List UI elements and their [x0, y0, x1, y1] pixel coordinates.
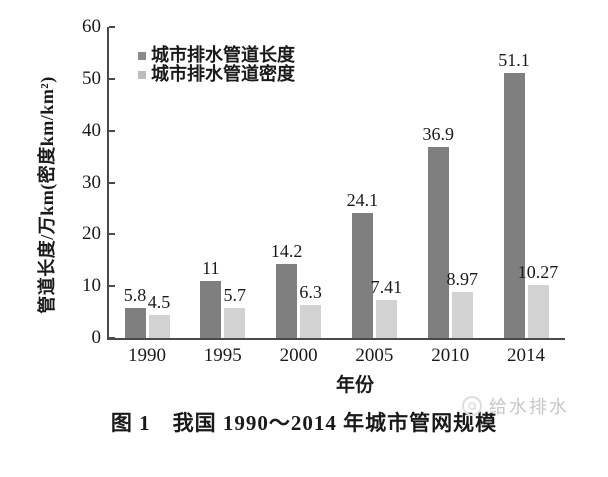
- legend-swatch-density: [138, 70, 146, 79]
- x-tick-label-2010: 2010: [431, 345, 470, 366]
- bar-value-label-length-2000: 14.2: [270, 241, 303, 262]
- legend-swatch-length: [138, 51, 146, 60]
- bar-value-label-length-1995: 11: [202, 257, 220, 278]
- y-tick-60: [109, 26, 115, 28]
- watermark-logo-icon: [462, 396, 482, 416]
- y-tick-label-40: 40: [82, 119, 101, 141]
- legend: 城市排水管道长度 城市排水管道密度: [138, 46, 295, 84]
- x-axis-line: [107, 338, 565, 340]
- bar-value-label-density-2005: 7.41: [370, 276, 403, 297]
- bar-density-2014: [527, 284, 549, 338]
- y-tick-label-0: 0: [91, 327, 102, 348]
- bar-value-label-length-2005: 24.1: [346, 190, 379, 211]
- y-tick-40: [109, 129, 115, 132]
- y-tick-label-30: 30: [82, 171, 101, 193]
- bar-density-2000: [300, 305, 322, 338]
- bar-value-label-density-1990: 4.5: [147, 291, 171, 312]
- legend-item-length: 城市排水管道长度: [138, 46, 295, 65]
- y-tick-50: [109, 77, 115, 80]
- x-axis-title: 年份: [315, 370, 395, 397]
- x-tick-label-2000: 2000: [279, 345, 318, 366]
- x-tick-label-1990: 1990: [128, 345, 166, 366]
- x-axis-title-text: 年份: [335, 375, 374, 396]
- watermark-text: 给水排水: [489, 397, 569, 417]
- watermark: 给水排水: [462, 393, 569, 419]
- bar-density-2005: [375, 299, 397, 338]
- bar-value-label-density-2010: 8.97: [446, 268, 478, 289]
- bar-length-1995: [200, 280, 222, 338]
- y-tick-30: [109, 181, 115, 184]
- bar-value-label-density-2014: 10.27: [517, 261, 559, 282]
- bar-length-2014: [503, 73, 525, 338]
- figure-caption-text: 图 1 我国 1990～2014 年城市管网规模: [110, 411, 498, 435]
- bar-density-1990: [148, 314, 170, 338]
- bar-value-label-length-2014: 51.1: [498, 50, 530, 71]
- y-tick-label-50: 50: [82, 67, 101, 89]
- bar-length-2010: [427, 146, 449, 338]
- bar-value-label-length-1990: 5.8: [123, 284, 147, 305]
- y-tick-0: [109, 337, 115, 339]
- y-tick-label-60: 60: [82, 16, 101, 37]
- x-tick-label-2014: 2014: [507, 345, 545, 366]
- bar-value-label-density-2000: 6.3: [299, 282, 322, 303]
- y-axis-line: [107, 27, 109, 340]
- bar-density-1995: [224, 308, 246, 338]
- x-tick-label-2005: 2005: [355, 345, 394, 366]
- x-tick-label-1995: 1995: [203, 345, 242, 366]
- bar-length-1990: [124, 307, 146, 338]
- bar-density-2010: [451, 291, 473, 338]
- bar-chart: 管道长度/万km(密度km/km²) 0 10 20 30 40 50 60 5.8 4.5 1…: [37, 16, 565, 397]
- bar-value-label-density-1995: 5.7: [223, 285, 247, 306]
- legend-label-density: 城市排水管道密度: [151, 64, 295, 84]
- figure-caption: 图 1 我国 1990～2014 年城市管网规模: [0, 407, 608, 437]
- legend-label-length: 城市排水管道长度: [151, 45, 295, 65]
- bar-value-label-length-2010: 36.9: [422, 123, 454, 144]
- y-tick-10: [109, 285, 115, 288]
- bar-length-2000: [276, 264, 298, 338]
- y-tick-label-20: 20: [82, 223, 101, 245]
- y-tick-20: [109, 233, 115, 236]
- y-tick-label-10: 10: [82, 275, 101, 297]
- bar-length-2005: [351, 213, 373, 338]
- legend-item-density: 城市排水管道密度: [138, 65, 295, 84]
